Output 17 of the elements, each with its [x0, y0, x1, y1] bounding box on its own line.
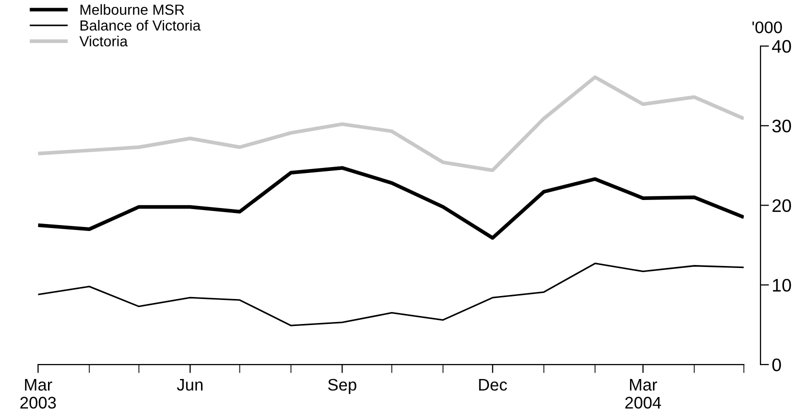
legend-label: Balance of Victoria	[80, 20, 201, 31]
line-series	[38, 262, 744, 326]
y-tick-label: 10	[772, 278, 791, 292]
x-tick-label: Jun	[176, 379, 202, 391]
line-series	[38, 75, 744, 172]
line-series	[38, 166, 744, 240]
x-tick-label: Mar 2004	[625, 379, 662, 409]
y-axis-title: '000	[752, 21, 782, 34]
y-tick-label: 0	[772, 358, 781, 372]
y-tick-label: 20	[772, 199, 791, 212]
legend-label: Melbourne MSR	[80, 4, 184, 15]
x-tick-label: Dec	[479, 379, 507, 391]
x-tick-label: Sep	[328, 378, 356, 394]
y-tick-label: 30	[772, 120, 791, 132]
legend-label: Victoria	[79, 36, 128, 46]
y-tick-label: 40	[772, 40, 791, 53]
x-tick-label: Mar 2003	[20, 379, 56, 409]
